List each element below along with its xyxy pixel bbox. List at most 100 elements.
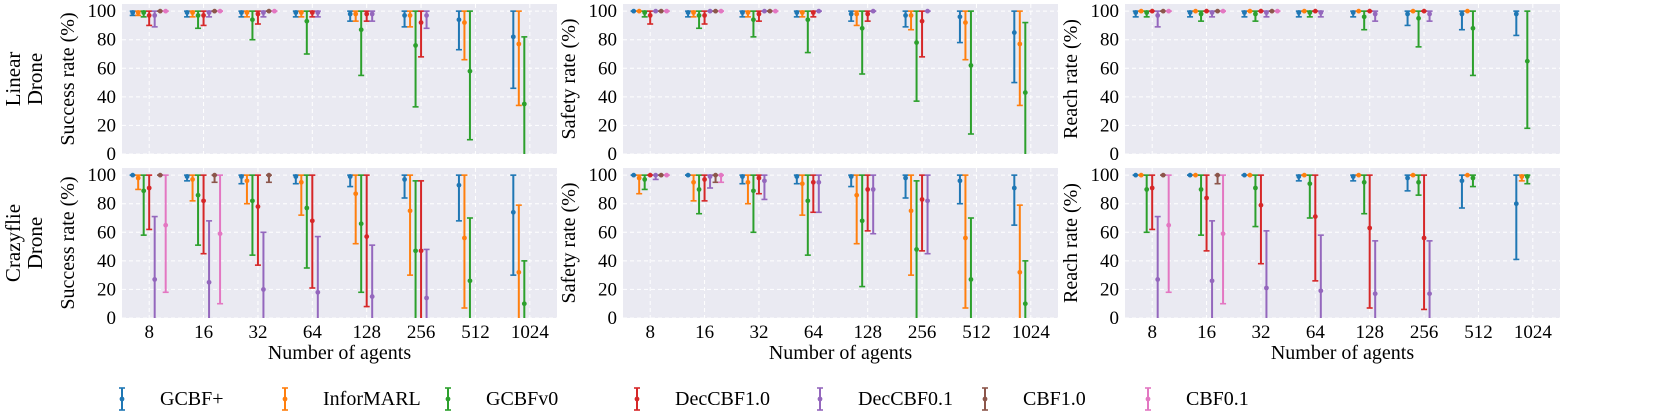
mean-point <box>418 20 424 25</box>
mean-point <box>266 172 272 178</box>
mean-point <box>1193 172 1198 178</box>
mean-point <box>1524 174 1530 179</box>
mean-point <box>919 18 925 24</box>
mean-point <box>745 179 751 185</box>
x-tick-label: 1024 <box>511 322 550 343</box>
y-tick-label: 0 <box>1110 144 1120 165</box>
panel-bg <box>1125 4 1560 154</box>
y-tick-label: 40 <box>97 87 116 108</box>
mean-point <box>1421 8 1427 14</box>
mean-point <box>810 179 816 185</box>
series-DecCBF1.0 <box>1149 174 1428 311</box>
mean-point <box>925 198 930 204</box>
mean-point <box>696 187 702 192</box>
mean-point <box>1296 174 1302 179</box>
mean-point <box>402 13 407 18</box>
mean-point <box>250 17 255 23</box>
series-CBF0.1 <box>1165 8 1281 14</box>
series-GCBFv0 <box>1143 174 1531 236</box>
mean-point <box>510 209 516 215</box>
y-tick-label: 60 <box>97 58 116 79</box>
mean-point <box>364 234 370 239</box>
mean-point <box>521 101 527 107</box>
mean-point <box>1427 291 1432 297</box>
y-axis-label: Safety rate (%) <box>558 182 580 303</box>
y-tick-label: 80 <box>598 194 617 215</box>
y-tick-label: 20 <box>1100 279 1119 300</box>
mean-point <box>859 25 865 31</box>
mean-point <box>418 248 424 254</box>
mean-point <box>1247 172 1253 178</box>
mean-point <box>135 175 141 181</box>
series-DecCBF0.1 <box>1154 215 1433 318</box>
series-GCBF+ <box>1132 172 1520 261</box>
mean-point <box>1209 10 1215 15</box>
mean-point <box>1204 8 1209 14</box>
y-tick-label: 20 <box>97 279 116 300</box>
mean-point <box>1220 231 1226 237</box>
mean-point <box>696 13 702 18</box>
mean-point <box>653 172 659 178</box>
y-tick-label: 40 <box>1100 251 1119 272</box>
mean-point <box>1242 10 1247 15</box>
panel-1-0: 0 20 40 60 80 100 Success rate (%) 8 16 32 64 128 25… <box>57 165 557 364</box>
mean-point <box>1187 172 1193 178</box>
y-tick-label: 80 <box>598 30 617 51</box>
mean-point <box>1416 179 1421 185</box>
y-tick-label: 100 <box>589 1 618 22</box>
mean-point <box>1138 8 1144 14</box>
series-GCBF+ <box>129 172 517 276</box>
mean-point <box>407 208 413 214</box>
mean-point <box>1022 90 1028 95</box>
mean-point <box>963 20 968 25</box>
series-CBF1.0 <box>157 8 272 14</box>
mean-point <box>157 8 163 14</box>
mean-point <box>1427 11 1432 17</box>
mean-point <box>309 218 315 224</box>
y-tick-label: 40 <box>598 251 617 272</box>
y-tick-label: 0 <box>107 308 117 329</box>
mean-point <box>516 269 522 275</box>
mean-point <box>212 8 217 14</box>
series-GCBF+ <box>129 10 517 90</box>
mean-point <box>358 221 364 227</box>
mean-point <box>347 11 353 17</box>
mean-point <box>1242 172 1247 178</box>
mean-point <box>903 175 908 181</box>
mean-point <box>762 8 767 14</box>
mean-point <box>206 279 212 285</box>
mean-point <box>298 10 304 15</box>
legend-label: GCBFv0 <box>486 388 558 410</box>
mean-point <box>685 172 691 178</box>
mean-point <box>870 8 876 14</box>
series-CBF0.1 <box>162 174 224 305</box>
mean-point <box>510 34 516 40</box>
mean-point <box>369 11 375 17</box>
mean-point <box>1416 15 1421 21</box>
mean-point <box>157 172 163 178</box>
legend-swatch-point <box>282 396 288 402</box>
x-axis-label: Number of agents <box>1271 342 1415 364</box>
mean-point <box>456 17 462 23</box>
mean-point <box>647 172 653 178</box>
mean-point <box>718 172 724 178</box>
series-CBF1.0 <box>1160 172 1221 185</box>
mean-point <box>163 8 169 14</box>
mean-point <box>250 198 255 204</box>
mean-point <box>794 10 800 15</box>
series-DecCBF1.0 <box>1149 8 1428 14</box>
mean-point <box>304 18 310 24</box>
mean-point <box>255 11 261 17</box>
x-axis-label: Number of agents <box>268 342 412 364</box>
mean-point <box>1138 172 1144 178</box>
y-tick-label: 60 <box>1100 58 1119 79</box>
mean-point <box>647 13 653 18</box>
mean-point <box>1160 8 1166 14</box>
panel-bg <box>122 4 557 154</box>
mean-point <box>353 11 359 17</box>
legend-item-DecCBF1.0: DecCBF1.0 <box>634 387 770 411</box>
mean-point <box>347 174 353 179</box>
legend-item-InforMARL: InforMARL <box>282 387 421 411</box>
mean-point <box>702 177 707 182</box>
